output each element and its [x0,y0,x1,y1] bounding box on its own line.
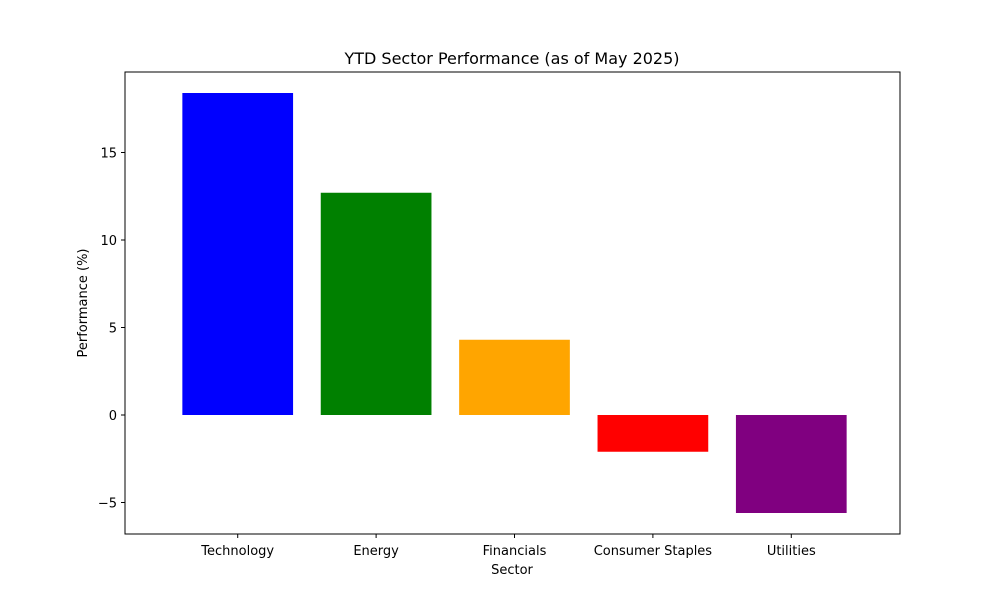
plot-frame [124,71,901,535]
y-axis-label: Performance (%) [76,248,91,357]
x-tick-label: Technology [200,544,274,559]
bar-financials [459,339,570,415]
x-axis-label: Sector [491,563,533,578]
y-tick-label: 5 [109,322,117,337]
y-tick-label: −5 [98,497,117,512]
bar-technology [182,93,294,415]
bars-layer [182,93,847,513]
x-axis: Technology Energy Financials Consumer Stapl… [200,534,816,559]
bar-utilities [735,415,847,513]
bar-energy [320,192,432,415]
x-tick-label: Consumer Staples [594,544,713,559]
bar-consumer-staples [597,415,709,452]
x-tick-label: Financials [483,544,547,559]
x-tick-label: Energy [353,544,399,559]
y-tick-label: 15 [100,147,117,162]
y-axis: −5 0 5 10 15 [98,147,125,512]
y-tick-label: 0 [109,409,117,424]
chart-title: YTD Sector Performance (as of May 2025) [343,49,679,68]
x-tick-label: Utilities [767,544,816,559]
y-tick-label: 10 [100,234,117,249]
